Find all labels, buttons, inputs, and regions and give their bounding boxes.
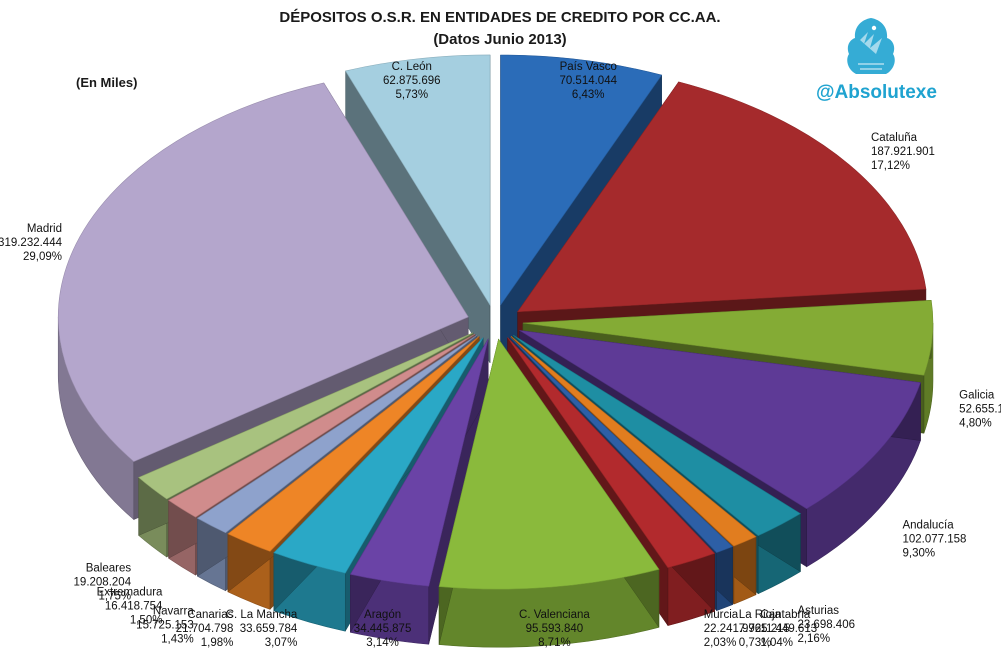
griffin-logo-icon	[847, 18, 895, 74]
slice-label-aragon: Aragón 34.445.875 3,14%	[354, 609, 412, 649]
brand-handle: @Absolutexe	[816, 82, 937, 103]
units-label: (En Miles)	[76, 75, 138, 90]
slice-c-valenciana	[438, 338, 660, 590]
slice-label-cataluna: Cataluña 187.921.901 17,12%	[871, 132, 935, 172]
slice-extremadura	[168, 333, 476, 518]
slice-cataluna	[517, 81, 927, 313]
slice-label-c-leon: C. León 62.875.696 5,73%	[383, 61, 441, 101]
slice-pais-vasco	[500, 54, 663, 306]
slice-navarra	[196, 334, 478, 534]
chart-subtitle: (Datos Junio 2013)	[433, 31, 567, 48]
slice-label-asturias: Asturias 23.698.406 2,16%	[797, 605, 855, 645]
chart-title: DÉPOSITOS O.S.R. EN ENTIDADES DE CREDITO…	[279, 9, 721, 26]
slice-label-murcia: Murcia 22.241.972 2,03%	[704, 609, 762, 649]
slice-label-andalucia: Andalucía 102.077.158 9,30%	[902, 519, 966, 559]
slice-madrid	[57, 82, 469, 462]
slice-label-canarias: Canarias 21.704.798 1,98%	[176, 609, 234, 649]
slice-label-la-rioja: La Rioja 7.965.215 0,73%	[739, 609, 790, 649]
slice-cantabria	[510, 336, 757, 547]
slice-galicia	[522, 299, 934, 376]
slice-label-navarra: Navarra 15.725.153 1,43%	[136, 606, 194, 646]
slice-label-madrid: Madrid 319.232.444 29,09%	[0, 223, 63, 263]
slice-la-rioja	[509, 336, 734, 553]
slice-label-c-la-mancha: C. La Mancha 33.659.784 3,07%	[226, 609, 298, 649]
slice-murcia	[507, 337, 716, 568]
slice-c-leon	[345, 54, 491, 306]
slice-label-baleares: Baleares 19.208.204 1,75%	[74, 563, 132, 603]
slice-andalucia	[519, 330, 921, 510]
slice-label-c-valenciana: C. Valenciana 95.593.840 8,71%	[519, 609, 590, 649]
slice-asturias	[513, 334, 801, 537]
slice-label-extremadura: Extremadura 16.418.754 1,50%	[97, 586, 163, 626]
slice-baleares	[138, 332, 474, 500]
slice-c-la-mancha	[273, 337, 484, 574]
slice-label-cantabria: Cantabria 11.449.613 1,04%	[760, 609, 817, 649]
slice-label-pais-vasco: País Vasco 70.514.044 6,43%	[559, 61, 617, 101]
slice-aragon	[349, 338, 489, 587]
slice-canarias	[227, 336, 480, 552]
